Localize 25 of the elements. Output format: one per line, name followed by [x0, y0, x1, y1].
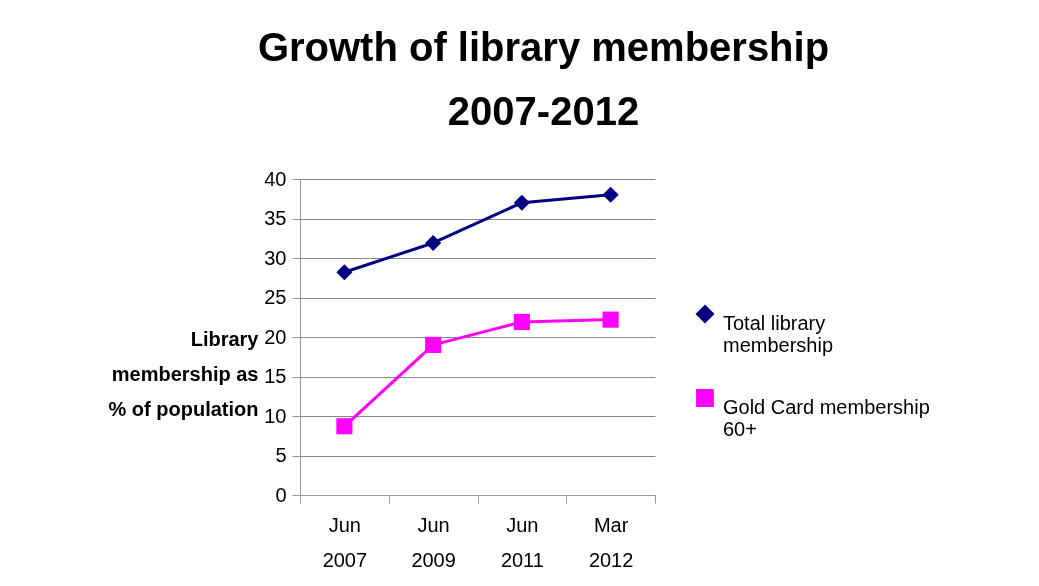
- y-tick-label: 10: [264, 404, 287, 427]
- x-tick-label: Mar 2012: [588, 513, 634, 571]
- point: [425, 234, 442, 252]
- y-tick-label: 15: [264, 365, 287, 387]
- point: [425, 336, 442, 353]
- x-tick-label: Jun 2009: [411, 513, 456, 571]
- x-tick-label: Jun 2007: [322, 513, 368, 571]
- point: [602, 186, 619, 203]
- y-tick-label: 25: [264, 286, 287, 308]
- y-tick-label: 30: [264, 246, 287, 269]
- point: [513, 313, 530, 331]
- legend-label: Total library membership: [723, 312, 834, 356]
- y-tick-label: 40: [264, 167, 287, 190]
- x-tick-label: Jun 2011: [500, 513, 544, 571]
- y-tick-label: 35: [264, 207, 287, 229]
- chart-title: Growth of library membership 2007-2012: [257, 25, 830, 133]
- y-tick-label: 0: [275, 483, 287, 506]
- legend-label: Gold Card membership 60+: [723, 396, 930, 440]
- point: [336, 264, 353, 281]
- y-tick-label: 5: [275, 444, 287, 466]
- point: [602, 311, 619, 328]
- y-axis-title: Library membership as % of population: [108, 327, 260, 420]
- point: [336, 418, 353, 435]
- y-tick-label: 20: [264, 325, 287, 348]
- point: [513, 194, 530, 211]
